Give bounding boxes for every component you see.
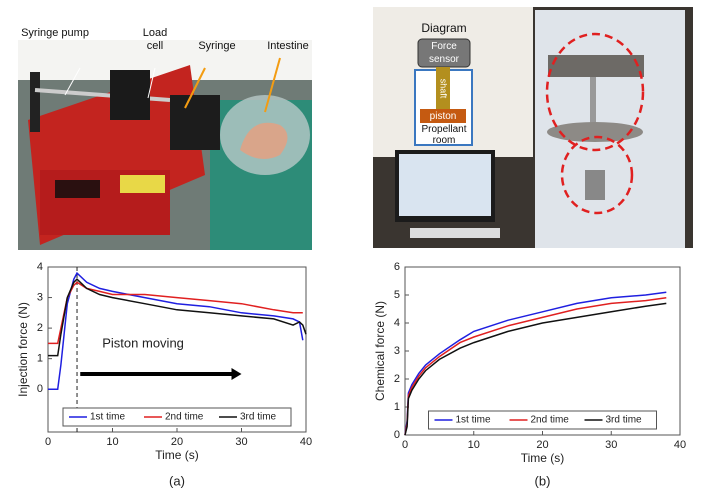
y-tick-label: 1 <box>394 401 400 413</box>
legend-box <box>428 410 657 430</box>
arrow-head <box>231 367 242 380</box>
x-tick-label: 20 <box>536 439 548 451</box>
x-tick-label: 40 <box>300 436 312 448</box>
series-line <box>48 278 307 357</box>
photo-label: Intestine <box>267 40 309 52</box>
y-tick-label: 3 <box>37 291 43 303</box>
y-tick-label: 0 <box>37 383 43 395</box>
photo-label: Syringe <box>198 40 236 52</box>
diagram-title: Diagram <box>421 21 467 35</box>
legend-label: 1st time <box>456 415 491 426</box>
x-tick-label: 10 <box>106 436 118 448</box>
diagram-label: piston <box>429 111 457 122</box>
x-tick-label: 30 <box>605 439 617 451</box>
legend-box <box>62 407 292 427</box>
y-tick-label: 6 <box>394 261 400 273</box>
y-axis-label: Chemical force (N) <box>373 301 387 401</box>
photo-b <box>373 7 693 248</box>
legend-label: 3rd time <box>240 412 277 423</box>
y-tick-label: 2 <box>394 373 400 385</box>
legend-label: 2nd time <box>165 412 204 423</box>
panel-label: (b) <box>535 473 551 488</box>
annotation: Piston moving <box>102 335 184 350</box>
series-line <box>404 297 667 436</box>
photo-label: Load cell <box>142 27 168 52</box>
y-tick-label: 0 <box>394 429 400 441</box>
series-line <box>404 302 667 436</box>
x-tick-label: 30 <box>235 436 247 448</box>
diagram-label: shaft <box>438 78 449 99</box>
x-tick-label: 40 <box>674 439 686 451</box>
x-tick-label: 0 <box>402 439 408 451</box>
photo-a <box>18 40 312 250</box>
legend-label: 3rd time <box>606 415 643 426</box>
y-tick-label: 1 <box>37 353 43 365</box>
legend-label: 1st time <box>90 412 125 423</box>
diagram-label: Force sensor <box>428 41 459 65</box>
series-line <box>48 271 304 390</box>
panel-label: (a) <box>169 473 185 488</box>
x-tick-label: 10 <box>468 439 480 451</box>
x-axis-label: Time (s) <box>521 451 565 465</box>
x-tick-label: 0 <box>45 436 51 448</box>
y-tick-label: 4 <box>394 317 400 329</box>
x-tick-label: 20 <box>171 436 183 448</box>
plot-area <box>47 266 307 433</box>
y-tick-label: 3 <box>394 345 400 357</box>
legend-label: 2nd time <box>531 415 570 426</box>
diagram-label: Propellant room <box>421 124 467 146</box>
y-axis-label: Injection force (N) <box>16 302 30 397</box>
y-tick-label: 5 <box>394 289 400 301</box>
y-tick-label: 2 <box>37 322 43 334</box>
y-tick-label: 4 <box>37 261 43 273</box>
series-line <box>404 291 667 436</box>
photo-label: Syringe pump <box>21 27 89 39</box>
plot-area <box>404 266 681 436</box>
x-axis-label: Time (s) <box>155 448 199 462</box>
